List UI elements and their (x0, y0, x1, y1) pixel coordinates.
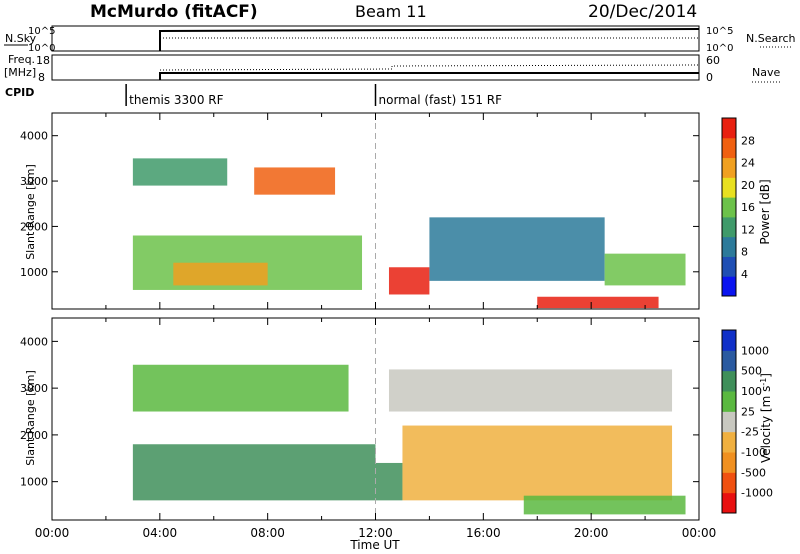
colorbar-cell (722, 330, 736, 351)
noise-tick-right-bottom: 10^0 (706, 43, 733, 54)
colorbar-cell (722, 350, 736, 372)
y-tick-label: 3000 (20, 382, 48, 395)
colorbar-tick-label: 24 (741, 157, 755, 170)
colorbar-tick-label: 25 (741, 405, 755, 418)
time-tick-label: 20:00 (574, 526, 609, 540)
colorbar-tick-label: -25 (741, 426, 759, 439)
nsky-label: N.Sky (5, 32, 37, 45)
colorbar-tick-label: -500 (741, 466, 766, 479)
colorbar-cell (722, 216, 736, 238)
cpid-label: CPID (5, 86, 34, 99)
nave-tick-bottom: 0 (706, 71, 713, 84)
freq-label: Freq. (8, 53, 35, 66)
time-tick-label: 00:00 (682, 526, 717, 540)
freq-panel-frame (51, 54, 700, 81)
y-tick-label: 2000 (20, 220, 48, 233)
velocity-panel: 4000 3000 2000 1000 (20, 317, 700, 521)
colorbar-cell (722, 452, 736, 473)
colorbar-cell (722, 411, 736, 433)
time-tick-label: 16:00 (466, 526, 501, 540)
heatmap-region (537, 296, 659, 309)
colorbar-tick-label: 8 (741, 246, 748, 259)
noise-tick-right-top: 10^5 (706, 26, 733, 37)
power-panel: 4000 3000 2000 1000 (20, 112, 700, 310)
freq-trace (159, 72, 699, 80)
heatmap-region (132, 158, 228, 186)
y-tick-label: 1000 (20, 266, 48, 279)
time-tick-label: 04:00 (143, 526, 178, 540)
velocity-ylabel: Slant Range [km] (24, 370, 37, 466)
y-tick-label: 1000 (20, 476, 48, 489)
heatmap-region (523, 495, 686, 515)
colorbar-tick-label: 20 (741, 179, 755, 192)
y-tick-label: 4000 (20, 130, 48, 143)
noise-tick-left-top: 10^5 (28, 26, 55, 37)
heatmap-region (173, 262, 268, 286)
date-label: 20/Dec/2014 (588, 2, 697, 22)
nave-tick-top: 60 (706, 54, 720, 67)
colorbar-tick-label: -100 (741, 446, 766, 459)
y-tick-label: 2000 (20, 429, 48, 442)
colorbar-tick-label: 16 (741, 201, 755, 214)
time-tick-label: 12:00 (358, 526, 393, 540)
colorbar-cell (722, 157, 736, 178)
colorbar-cell (722, 177, 736, 198)
colorbar-tick-label: 28 (741, 134, 755, 147)
colorbar-tick-label: -1000 (741, 487, 773, 500)
nsky-trace (159, 28, 700, 51)
time-axis-ticks: 00:00 04:00 08:00 12:00 16:00 20:00 00:00 (35, 526, 717, 540)
nsearch-label: N.Search (746, 32, 796, 45)
heatmap-region (375, 462, 403, 501)
cpid-segments: themis 3300 RF normal (fast) 151 RF (125, 84, 503, 107)
colorbar-cell (722, 137, 736, 159)
cpid-segment-label: normal (fast) 151 RF (379, 93, 503, 107)
colorbar-cell (722, 391, 736, 412)
y-tick-label: 4000 (20, 335, 48, 348)
time-tick-label: 00:00 (35, 526, 70, 540)
colorbar-cell (722, 118, 736, 139)
plot-title: McMurdo (fitACF) (90, 2, 258, 22)
colorbar-tick-label: 12 (741, 223, 755, 236)
heatmap-region (132, 364, 349, 412)
cpid-segment-label: themis 3300 RF (129, 93, 223, 107)
heatmap-region (254, 167, 336, 195)
heatmap-region (402, 425, 673, 501)
power-colorbar-label: Power [dB] (758, 179, 772, 244)
nave-trace (159, 64, 700, 71)
colorbar-tick-label: 1000 (741, 344, 769, 357)
freq-tick-top: 18 (36, 54, 50, 67)
freq-tick-bottom: 8 (38, 71, 45, 84)
velocity-colorbar-label: Velocity [m s-1] (759, 373, 774, 463)
colorbar-cell (722, 236, 736, 257)
colorbar-frame (721, 329, 737, 514)
power-colorbar: 28 24 20 16 12 8 4 (721, 117, 755, 297)
noise-panel-frame (51, 25, 700, 52)
colorbar-cell (722, 370, 736, 392)
nave-label: Nave (752, 66, 780, 79)
colorbar-cell (722, 256, 736, 277)
colorbar-cell (722, 276, 736, 297)
power-ylabel: Slant Range [km] (24, 164, 37, 260)
velocity-colorbar: 1000 500 100 25 -25 -100 -500 -1000 (721, 329, 773, 514)
colorbar-cell (722, 492, 736, 514)
noise-tick-left-bottom: 10^0 (28, 43, 55, 54)
y-tick-label: 3000 (20, 175, 48, 188)
freq-unit-label: [MHz] (4, 66, 36, 79)
colorbar-frame (721, 117, 737, 297)
colorbar-tick-label: 500 (741, 365, 762, 378)
colorbar-cell (722, 431, 736, 453)
colorbar-tick-label: 100 (741, 385, 762, 398)
heatmap-region (429, 217, 605, 281)
heatmap-region (604, 253, 686, 286)
heatmap-region (132, 444, 376, 501)
time-tick-label: 08:00 (250, 526, 285, 540)
colorbar-cell (722, 197, 736, 218)
beam-label: Beam 11 (355, 2, 427, 21)
colorbar-cell (722, 472, 736, 494)
time-axis-label: Time UT (349, 538, 400, 552)
colorbar-tick-label: 4 (741, 268, 748, 281)
heatmap-region (388, 267, 430, 295)
heatmap-region (388, 369, 673, 412)
